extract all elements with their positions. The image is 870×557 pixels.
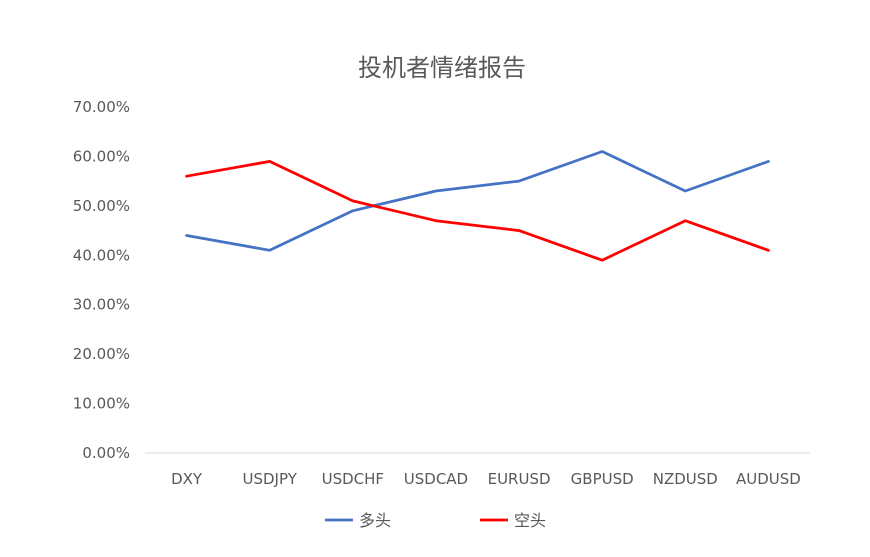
legend-label: 多头	[359, 511, 391, 530]
x-tick-label: USDCAD	[404, 470, 468, 488]
x-axis: DXY USDJPY USDCHF USDCAD EURUSD GBPUSD NZDUSD A…	[145, 452, 810, 488]
x-tick-label: GBPUSD	[571, 470, 634, 488]
y-tick-label: 10.00%	[73, 395, 130, 413]
x-tick-label: USDCHF	[322, 470, 384, 488]
x-tick-label: DXY	[171, 470, 203, 488]
legend: 多头 空头	[325, 511, 546, 530]
legend-label: 空头	[514, 511, 546, 530]
x-tick-label: AUDUSD	[736, 470, 801, 488]
x-tick-label: EURUSD	[488, 470, 551, 488]
y-tick-label: 20.00%	[73, 345, 130, 363]
y-tick-label: 60.00%	[73, 147, 130, 165]
y-tick-label: 70.00%	[73, 98, 130, 116]
x-tick-label: USDJPY	[243, 470, 298, 488]
y-tick-label: 0.00%	[82, 444, 130, 462]
series-line-2	[185, 160, 770, 262]
x-tick-label: NZDUSD	[653, 470, 718, 488]
chart-title: 投机者情绪报告	[358, 54, 526, 82]
series-layer	[185, 150, 770, 262]
y-tick-label: 40.00%	[73, 246, 130, 264]
y-tick-label: 30.00%	[73, 296, 130, 314]
y-axis: 0.00% 10.00% 20.00% 30.00% 40.00% 50.00% 60.00…	[73, 98, 130, 462]
series-line-1	[185, 150, 770, 252]
y-tick-label: 50.00%	[73, 197, 130, 215]
